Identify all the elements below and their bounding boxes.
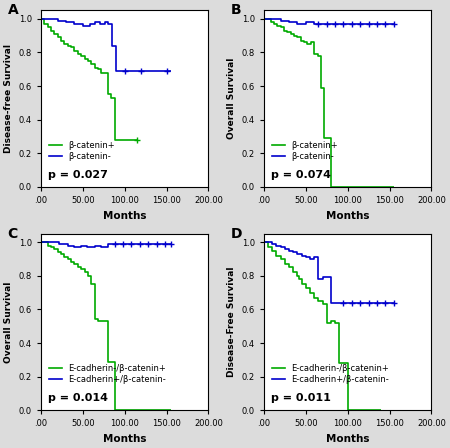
Text: B: B — [230, 4, 241, 17]
X-axis label: Months: Months — [103, 211, 147, 220]
Legend: β-catenin+, β-catenin-: β-catenin+, β-catenin- — [49, 140, 116, 162]
X-axis label: Months: Months — [103, 434, 147, 444]
Legend: E-cadherin-/β-catenin+, E-cadherin+/β-catenin-: E-cadherin-/β-catenin+, E-cadherin+/β-ca… — [49, 364, 167, 385]
Text: C: C — [8, 227, 18, 241]
Text: p = 0.027: p = 0.027 — [48, 170, 108, 180]
Text: p = 0.014: p = 0.014 — [48, 393, 108, 403]
Y-axis label: Disease-free Survival: Disease-free Survival — [4, 44, 13, 153]
Y-axis label: Disease-Free Survival: Disease-Free Survival — [227, 267, 236, 377]
Text: D: D — [230, 227, 242, 241]
Legend: β-catenin+, β-catenin-: β-catenin+, β-catenin- — [271, 140, 339, 162]
Text: p = 0.011: p = 0.011 — [270, 393, 330, 403]
Text: p = 0.074: p = 0.074 — [270, 170, 331, 180]
Y-axis label: Overall Survival: Overall Survival — [4, 281, 13, 363]
Y-axis label: Overall Survival: Overall Survival — [227, 58, 236, 139]
Legend: E-cadherin-/β-catenin+, E-cadherin+/β-catenin-: E-cadherin-/β-catenin+, E-cadherin+/β-ca… — [271, 364, 390, 385]
Text: A: A — [8, 4, 18, 17]
X-axis label: Months: Months — [326, 211, 369, 220]
X-axis label: Months: Months — [326, 434, 369, 444]
